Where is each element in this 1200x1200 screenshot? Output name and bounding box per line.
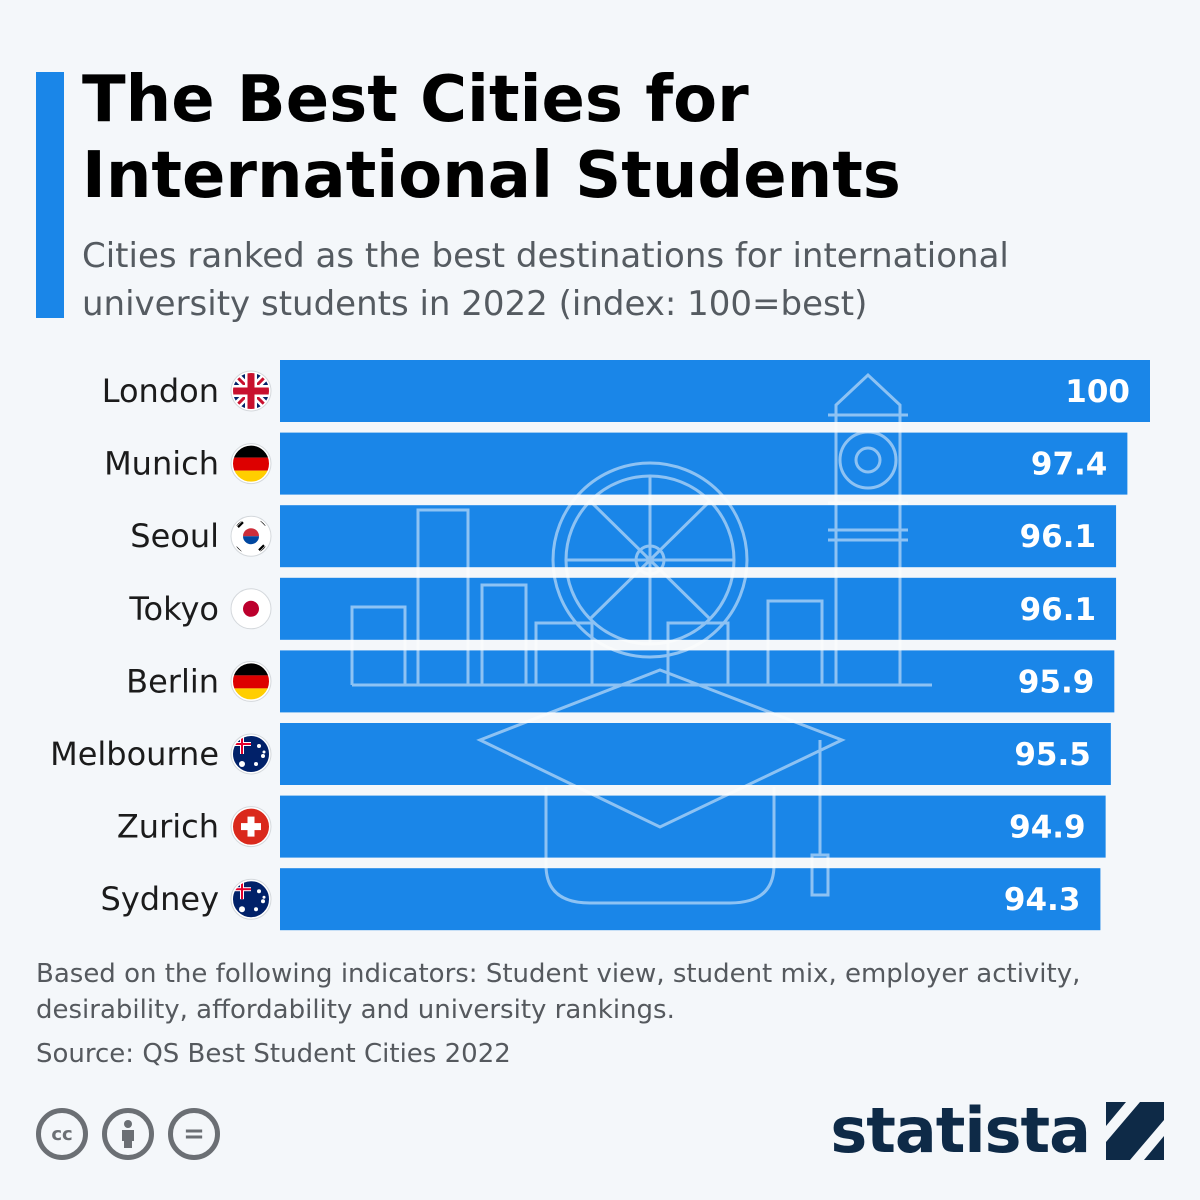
no-derivatives-icon[interactable]: = xyxy=(168,1108,220,1160)
bar-munich xyxy=(280,432,1128,495)
attribution-icon[interactable] xyxy=(102,1108,154,1160)
bar-melbourne xyxy=(280,723,1111,785)
bar-sydney xyxy=(280,868,1101,931)
value-label: 97.4 xyxy=(1031,447,1108,483)
value-label: 96.1 xyxy=(1020,519,1097,555)
city-label: Seoul xyxy=(130,517,219,555)
germany-flag-icon xyxy=(230,443,272,485)
switzerland-flag-icon xyxy=(230,806,272,848)
statista-brand[interactable]: statista xyxy=(830,1094,1164,1167)
skyline-decoration xyxy=(350,372,932,905)
value-label: 95.5 xyxy=(1014,737,1091,773)
uk-flag-icon xyxy=(230,370,272,412)
city-label: Berlin xyxy=(126,662,219,700)
bar-zurich xyxy=(280,795,1106,858)
value-label: 96.1 xyxy=(1020,592,1097,628)
chart-subtitle: Cities ranked as the best destinations f… xyxy=(82,236,1009,324)
title-accent-bar xyxy=(36,72,64,318)
value-label: 94.3 xyxy=(1004,882,1081,918)
bars-layer: London 100 Munich 97.4 Seoul 96.1 Tokyo 96.1 Ber… xyxy=(50,360,1150,931)
australia-flag-icon xyxy=(230,733,272,775)
bar-chart: London 100 Munich 97.4 Seoul 96.1 Tokyo 96.1 Ber… xyxy=(50,360,1150,931)
city-label: Sydney xyxy=(101,880,219,918)
australia-flag-icon xyxy=(230,878,272,920)
value-label: 100 xyxy=(1065,374,1130,410)
south-korea-flag-icon xyxy=(230,515,272,557)
source-note: Source: QS Best Student Cities 2022 xyxy=(36,1039,511,1069)
brand-name: statista xyxy=(830,1094,1091,1167)
page-title: The Best Cities for International Studen… xyxy=(82,63,901,213)
value-label: 95.9 xyxy=(1018,664,1095,700)
license-icons: cc = xyxy=(36,1108,220,1160)
bar-london xyxy=(280,360,1150,422)
city-label: London xyxy=(102,372,219,410)
city-label: Tokyo xyxy=(128,590,219,628)
japan-flag-icon xyxy=(230,588,272,630)
germany-flag-icon xyxy=(230,660,272,702)
city-label: Melbourne xyxy=(50,735,219,773)
cc-icon[interactable]: cc xyxy=(36,1108,88,1160)
footnote: Based on the following indicators: Stude… xyxy=(36,959,1081,1025)
city-label: Zurich xyxy=(117,808,219,846)
city-label: Munich xyxy=(104,445,219,483)
value-label: 94.9 xyxy=(1009,810,1086,846)
statista-logo-icon xyxy=(1106,1101,1164,1160)
